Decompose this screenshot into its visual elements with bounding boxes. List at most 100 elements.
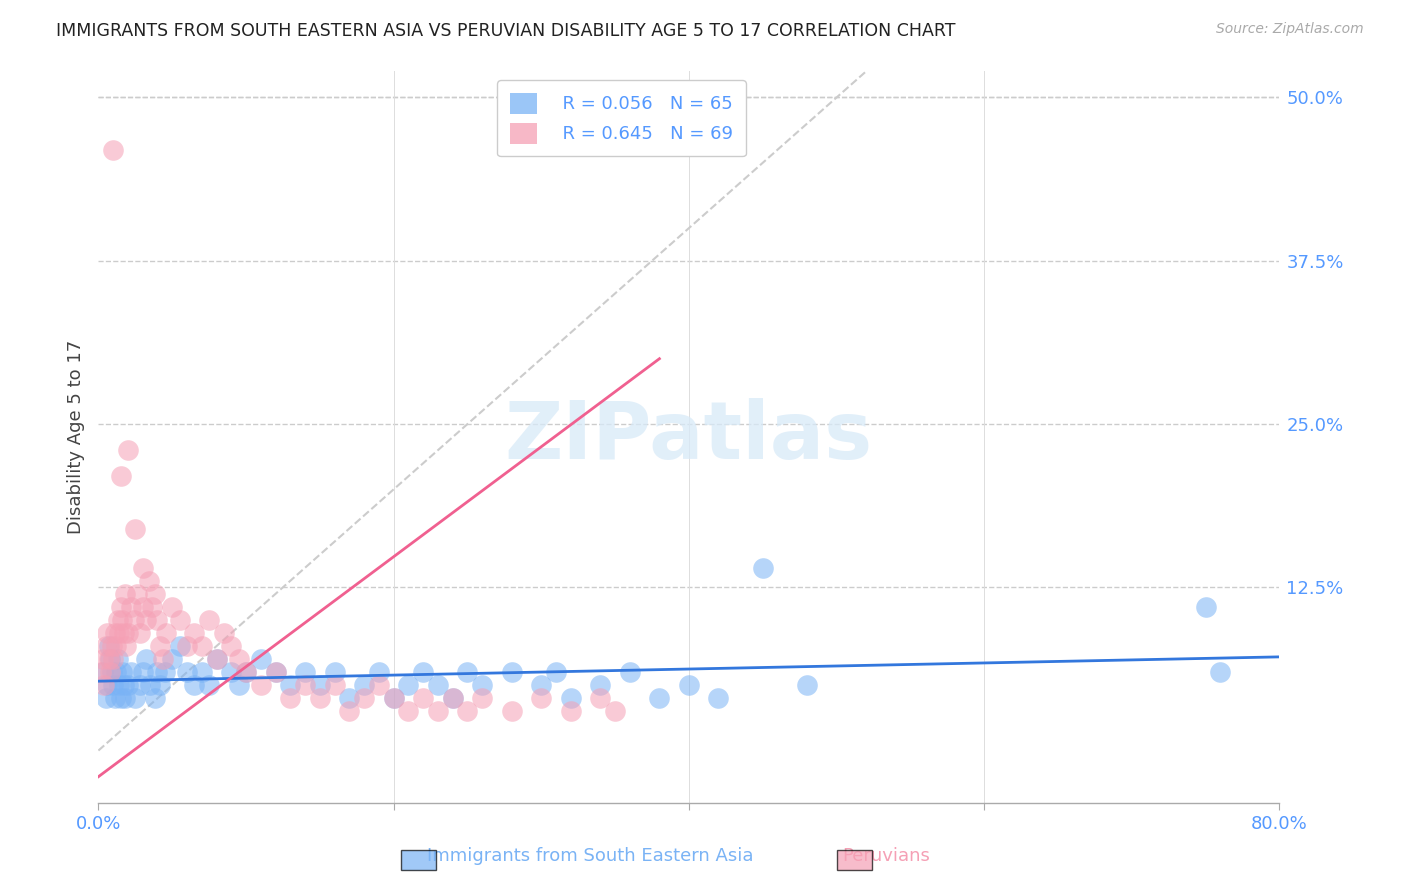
Point <box>212 626 235 640</box>
Point <box>93 678 115 692</box>
Point <box>560 691 582 706</box>
Point <box>235 665 257 680</box>
Point <box>353 691 375 706</box>
Point <box>1195 599 1218 614</box>
Point <box>456 665 478 680</box>
Text: Immigrants from South Eastern Asia: Immigrants from South Eastern Asia <box>427 847 754 865</box>
Point <box>309 678 332 692</box>
Point <box>146 613 169 627</box>
Point <box>138 574 160 588</box>
Point <box>96 678 118 692</box>
Point <box>97 639 120 653</box>
Point <box>294 678 316 692</box>
Text: Source: ZipAtlas.com: Source: ZipAtlas.com <box>1216 22 1364 37</box>
Point <box>605 705 627 719</box>
Point <box>250 678 273 692</box>
Point <box>191 665 214 680</box>
Point <box>191 639 214 653</box>
Y-axis label: Disability Age 5 to 17: Disability Age 5 to 17 <box>66 340 84 534</box>
Point <box>107 613 129 627</box>
Point <box>125 587 148 601</box>
Point <box>120 665 142 680</box>
Point <box>219 665 242 680</box>
Point <box>294 665 316 680</box>
Point <box>110 691 132 706</box>
Point <box>110 469 132 483</box>
Point <box>103 652 125 666</box>
Point <box>560 705 582 719</box>
Point <box>396 705 419 719</box>
Point <box>176 665 198 680</box>
Point <box>796 678 818 692</box>
Point <box>219 639 242 653</box>
Point <box>107 652 129 666</box>
Point <box>751 560 773 574</box>
Point <box>353 678 375 692</box>
Point <box>678 678 700 692</box>
Point <box>264 665 287 680</box>
Point <box>155 626 177 640</box>
Point <box>707 691 730 706</box>
Point <box>94 639 117 653</box>
Point <box>382 691 405 706</box>
Point <box>546 665 568 680</box>
Point <box>132 560 155 574</box>
Point <box>135 652 157 666</box>
Point <box>368 678 391 692</box>
Point <box>589 678 612 692</box>
Point <box>471 678 494 692</box>
Point <box>501 705 523 719</box>
Point <box>152 652 174 666</box>
Point <box>91 665 114 680</box>
Point <box>323 678 346 692</box>
Point <box>1209 665 1232 680</box>
Point <box>122 613 145 627</box>
Point <box>117 626 139 640</box>
Point <box>382 691 405 706</box>
Point <box>128 678 150 692</box>
Point <box>501 665 523 680</box>
Point <box>228 652 250 666</box>
Point <box>117 443 139 458</box>
Point <box>149 639 172 653</box>
Point <box>100 665 122 680</box>
Point <box>103 143 125 157</box>
Point <box>368 665 391 680</box>
Point <box>183 626 205 640</box>
Point <box>91 652 114 666</box>
Text: Peruvians: Peruvians <box>842 847 929 865</box>
Legend:   R = 0.056   N = 65,   R = 0.645   N = 69: R = 0.056 N = 65, R = 0.645 N = 69 <box>498 80 747 156</box>
Point <box>115 639 138 653</box>
Point <box>120 599 142 614</box>
Point <box>98 665 121 680</box>
Point <box>108 626 131 640</box>
Point <box>96 626 118 640</box>
Point <box>183 678 205 692</box>
Point <box>135 613 157 627</box>
Point <box>114 587 136 601</box>
Point <box>205 652 228 666</box>
Point <box>104 691 127 706</box>
Point <box>228 678 250 692</box>
Point <box>104 626 127 640</box>
Point <box>589 691 612 706</box>
Point <box>110 599 132 614</box>
Point <box>90 665 112 680</box>
Point <box>412 665 434 680</box>
Point <box>471 691 494 706</box>
Point <box>112 678 135 692</box>
Point <box>128 626 150 640</box>
Point <box>169 613 191 627</box>
Point <box>427 705 450 719</box>
Point <box>162 599 183 614</box>
Point <box>619 665 641 680</box>
Point <box>132 665 155 680</box>
Point <box>339 705 360 719</box>
Point <box>97 652 120 666</box>
Point <box>278 678 302 692</box>
Point <box>250 652 273 666</box>
Point <box>309 691 332 706</box>
Point <box>169 639 191 653</box>
Point <box>143 691 166 706</box>
Point <box>339 691 360 706</box>
